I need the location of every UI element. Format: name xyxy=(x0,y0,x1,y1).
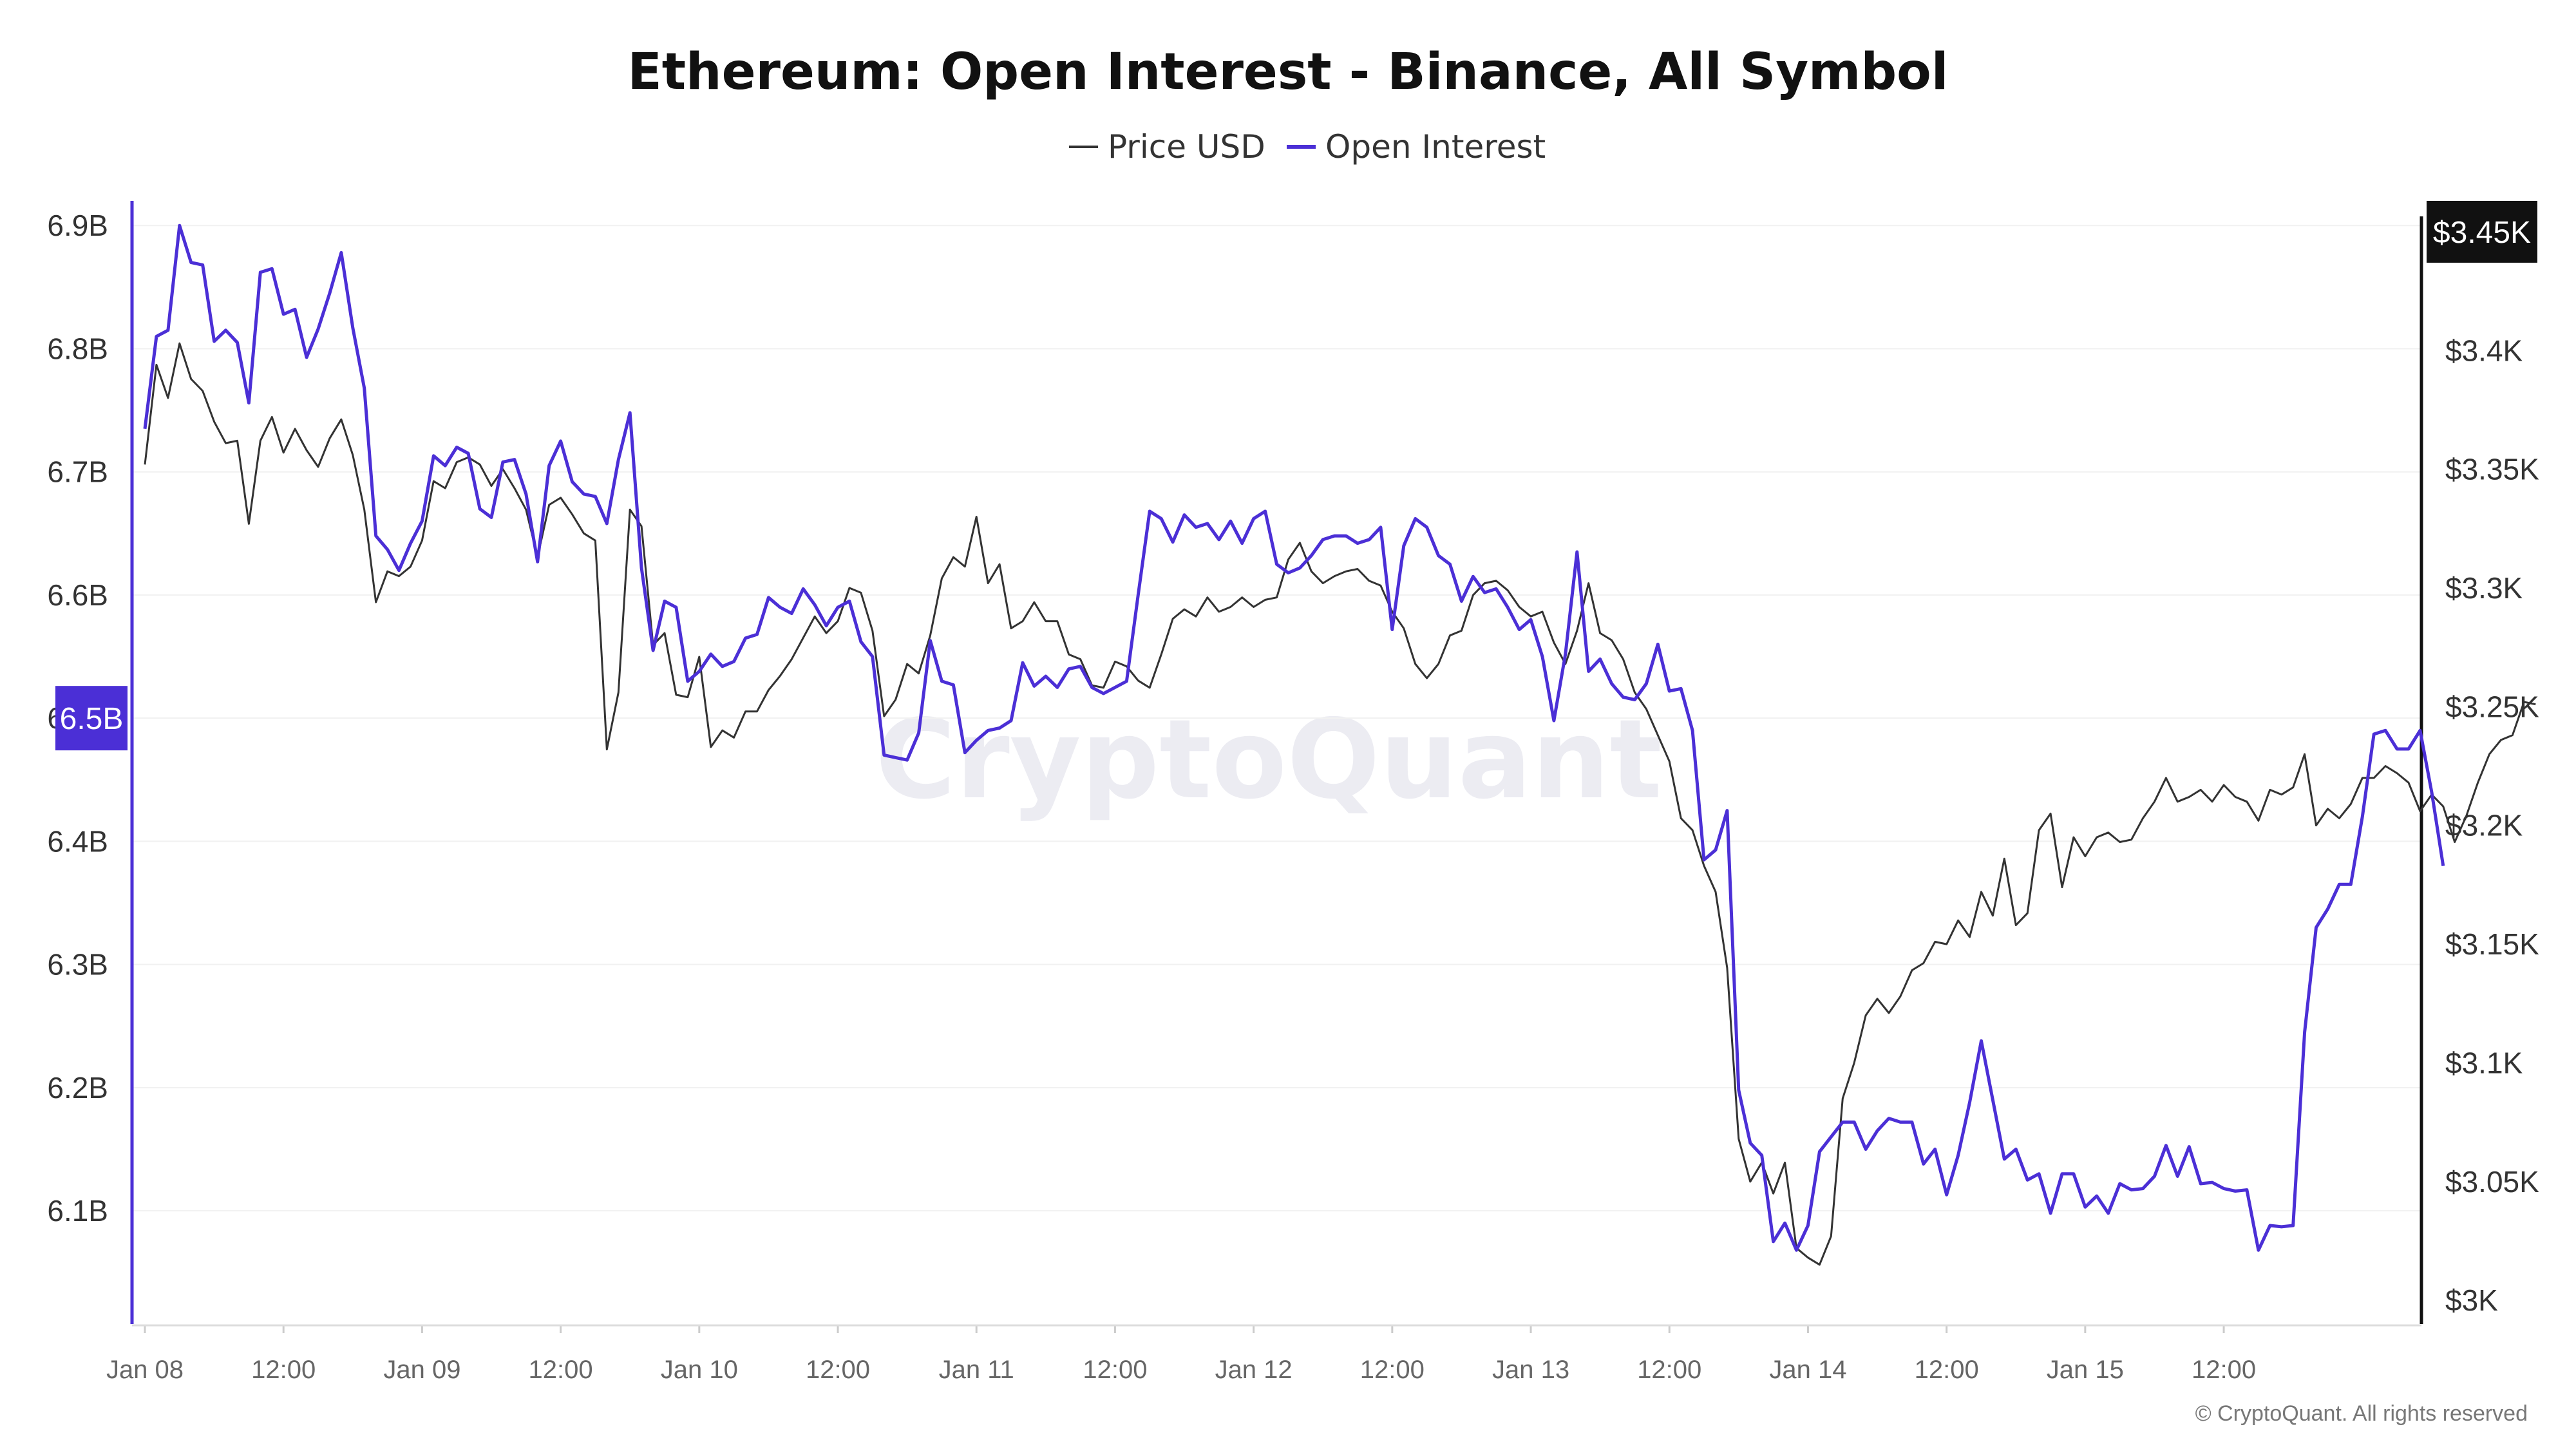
right-tick-label: $3.3K xyxy=(2445,571,2523,605)
x-tick-label: 12:00 xyxy=(529,1356,593,1384)
right-tick-label: $3.25K xyxy=(2445,690,2539,723)
x-tick-label: Jan 11 xyxy=(939,1356,1014,1384)
right-highlight-badge: $3.45K xyxy=(2427,200,2537,263)
watermark: CryptoQuant xyxy=(875,696,1662,824)
right-tick-label: $3.35K xyxy=(2445,453,2539,486)
right-tick-label: $3.05K xyxy=(2445,1165,2539,1198)
x-tick-label: 12:00 xyxy=(251,1356,316,1384)
left-tick-label: 6.3B xyxy=(47,948,108,981)
grid-lines xyxy=(132,225,2421,1212)
x-tick-label: 12:00 xyxy=(1360,1356,1425,1384)
left-highlight-badge-label: 6.5B xyxy=(60,702,124,736)
legend-item-open-interest[interactable]: Open Interest xyxy=(1287,128,1546,166)
right-tick-label: $3K xyxy=(2445,1283,2498,1317)
left-highlight-badge-bg xyxy=(55,686,128,751)
left-tick-label: 6.2B xyxy=(47,1071,108,1104)
legend-label-open-interest: Open Interest xyxy=(1325,128,1546,166)
x-tick-label: Jan 14 xyxy=(1769,1356,1846,1384)
legend-item-price[interactable]: Price USD xyxy=(1069,128,1265,166)
left-tick-label: 6.1B xyxy=(47,1194,108,1227)
copyright-notice: © CryptoQuant. All rights reserved xyxy=(2195,1401,2528,1426)
left-tick-label: 6.9B xyxy=(47,209,108,242)
x-tick-label: Jan 12 xyxy=(1215,1356,1293,1384)
x-tick-label: 12:00 xyxy=(1915,1356,1979,1384)
right-tick-label: $3.4K xyxy=(2445,334,2523,367)
legend: Price USD Open Interest xyxy=(1069,128,1546,166)
x-tick-label: Jan 15 xyxy=(2047,1356,2124,1384)
series-price-usd-line xyxy=(144,342,2536,1266)
chart-title: Ethereum: Open Interest - Binance, All S… xyxy=(627,43,1948,101)
left-tick-label: 6.8B xyxy=(47,332,108,365)
right-highlight-badge-label: $3.45K xyxy=(2433,216,2531,250)
left-tick-label: 6.7B xyxy=(47,455,108,489)
legend-label-price: Price USD xyxy=(1108,128,1265,166)
left-tick-label: 6.4B xyxy=(47,824,108,858)
x-tick-label: 12:00 xyxy=(2192,1356,2256,1384)
x-tick-label: 12:00 xyxy=(1637,1356,1701,1384)
x-tick-label: Jan 10 xyxy=(661,1356,738,1384)
x-tick-label: Jan 13 xyxy=(1492,1356,1569,1384)
left-tick-label: 6.6B xyxy=(47,578,108,612)
right-tick-label: $3.15K xyxy=(2445,927,2539,961)
x-axis-ticks: Jan 08 12:00 Jan 09 12:00 Jan 10 12:00 Jan 11 1… xyxy=(106,1325,2256,1384)
right-axis-ticks: $3K$3.05K$3.1K$3.15K$3.2K$3.25K$3.3K$3.3… xyxy=(2445,334,2539,1317)
right-highlight-badge-bg xyxy=(2427,200,2537,263)
left-highlight-badge: 6.5B xyxy=(55,686,128,751)
x-tick-label: 12:00 xyxy=(806,1356,870,1384)
x-tick-label: Jan 08 xyxy=(106,1356,184,1384)
x-tick-label: Jan 09 xyxy=(383,1356,460,1384)
series-open-interest-line xyxy=(143,223,2445,1252)
right-tick-label: $3.1K xyxy=(2445,1046,2523,1079)
x-tick-label: 12:00 xyxy=(1083,1356,1147,1384)
